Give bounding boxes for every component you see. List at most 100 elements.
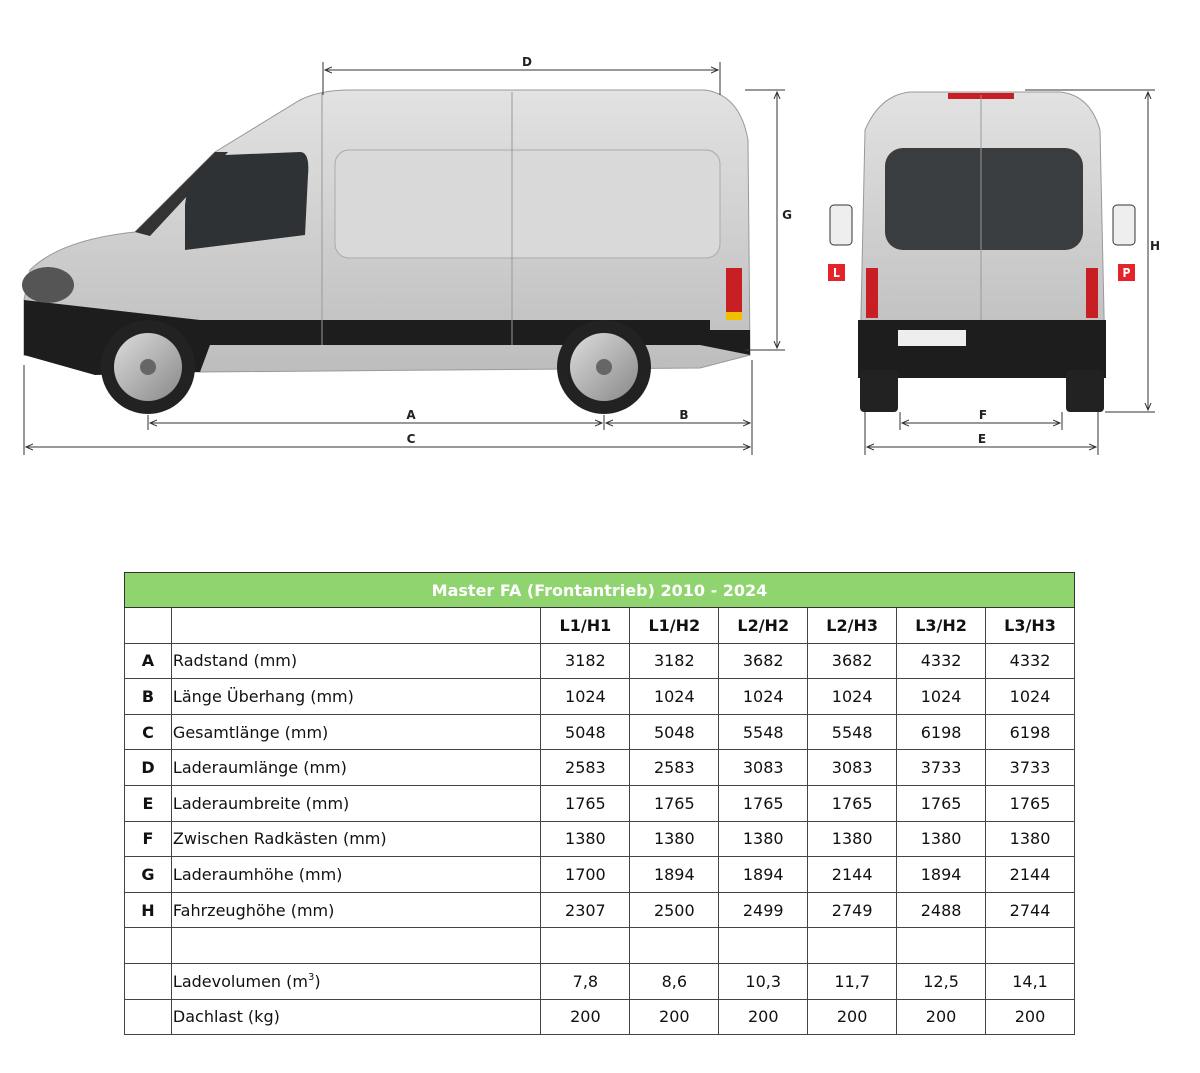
value-cell: 2500 xyxy=(629,891,720,929)
value-cell: 6198 xyxy=(896,713,987,751)
table-row: C Gesamtlänge (mm) 5048 5048 5548 5548 6198 619… xyxy=(124,713,1075,751)
value-cell: 1380 xyxy=(629,820,720,858)
rear-wheel xyxy=(557,320,651,414)
label-b: B xyxy=(679,408,688,422)
row-label-end: ) xyxy=(314,971,321,991)
value-cell: 2749 xyxy=(807,891,898,929)
row-letter: F xyxy=(124,820,172,858)
badge-right: P xyxy=(1118,264,1135,281)
header-blank xyxy=(124,607,172,644)
value-cell: 4332 xyxy=(896,642,987,680)
value-cell: 200 xyxy=(718,998,809,1036)
value-cell: 3733 xyxy=(896,749,987,786)
value-cell: 6198 xyxy=(985,713,1075,751)
value-cell: 5048 xyxy=(629,713,720,751)
empty-cell xyxy=(124,927,172,964)
value-cell: 5048 xyxy=(540,713,631,751)
row-letter: E xyxy=(124,784,172,822)
value-cell: 1765 xyxy=(985,784,1075,822)
front-wheel xyxy=(101,320,195,414)
value-cell: 1894 xyxy=(629,856,720,893)
empty-cell xyxy=(985,927,1075,964)
value-cell: 3682 xyxy=(807,642,898,680)
value-cell: 3083 xyxy=(807,749,898,786)
value-cell: 10,3 xyxy=(718,962,809,1000)
row-label: Dachlast (kg) xyxy=(170,998,542,1036)
empty-cell xyxy=(170,927,542,964)
column-header: L2/H3 xyxy=(807,607,898,644)
column-header: L1/H2 xyxy=(629,607,720,644)
spacer-row xyxy=(124,927,1075,964)
label-c: C xyxy=(407,432,416,446)
table-row: E Laderaumbreite (mm) 1765 1765 1765 1765 1765… xyxy=(124,784,1075,822)
value-cell: 3733 xyxy=(985,749,1075,786)
value-cell: 200 xyxy=(807,998,898,1036)
empty-cell xyxy=(540,927,631,964)
value-cell: 2307 xyxy=(540,891,631,929)
value-cell: 3682 xyxy=(718,642,809,680)
van-side-view xyxy=(22,89,751,414)
column-header: L3/H2 xyxy=(896,607,987,644)
value-cell: 1024 xyxy=(718,678,809,715)
value-cell: 4332 xyxy=(985,642,1075,680)
row-letter xyxy=(124,998,172,1036)
row-letter: D xyxy=(124,749,172,786)
header-blank xyxy=(170,607,542,644)
value-cell: 2144 xyxy=(807,856,898,893)
value-cell: 1380 xyxy=(896,820,987,858)
row-label-text: Dachlast (kg) xyxy=(172,1007,280,1027)
badge-left: L xyxy=(828,264,845,281)
value-cell: 2488 xyxy=(896,891,987,929)
label-a: A xyxy=(406,408,416,422)
value-cell: 1765 xyxy=(896,784,987,822)
value-cell: 7,8 xyxy=(540,962,631,1000)
value-cell: 1894 xyxy=(718,856,809,893)
value-cell: 3083 xyxy=(718,749,809,786)
row-label: Zwischen Radkästen (mm) xyxy=(170,820,542,858)
label-f: F xyxy=(979,408,987,422)
label-e: E xyxy=(978,432,986,446)
label-g: G xyxy=(782,208,792,222)
label-h: H xyxy=(1150,239,1160,253)
table-row: Ladevolumen (m3) 7,8 8,6 10,3 11,7 12,5 14,1 xyxy=(124,962,1075,1000)
row-label: Länge Überhang (mm) xyxy=(170,678,542,715)
value-cell: 1894 xyxy=(896,856,987,893)
row-letter: C xyxy=(124,713,172,751)
value-cell: 2499 xyxy=(718,891,809,929)
table-row: Dachlast (kg) 200 200 200 200 200 200 xyxy=(124,998,1075,1036)
value-cell: 3182 xyxy=(629,642,720,680)
table-row: B Länge Überhang (mm) 1024 1024 1024 1024 1024… xyxy=(124,678,1075,715)
van-rear-view xyxy=(829,91,1136,412)
value-cell: 1765 xyxy=(807,784,898,822)
svg-text:L: L xyxy=(833,266,840,280)
column-header-row: L1/H1 L1/H2 L2/H2 L2/H3 L3/H2 L3/H3 xyxy=(124,607,1075,644)
value-cell: 1765 xyxy=(540,784,631,822)
row-label: Laderaumlänge (mm) xyxy=(170,749,542,786)
column-header: L3/H3 xyxy=(985,607,1075,644)
unit-superscript: 3 xyxy=(307,971,315,983)
value-cell: 200 xyxy=(629,998,720,1036)
value-cell: 1380 xyxy=(807,820,898,858)
value-cell: 1765 xyxy=(629,784,720,822)
value-cell: 1700 xyxy=(540,856,631,893)
row-letter: B xyxy=(124,678,172,715)
value-cell: 2744 xyxy=(985,891,1075,929)
dimensions-table: Master FA (Frontantrieb) 2010 - 2024 L1/… xyxy=(124,572,1075,1036)
value-cell: 200 xyxy=(985,998,1075,1036)
empty-cell xyxy=(718,927,809,964)
row-label: Fahrzeughöhe (mm) xyxy=(170,891,542,929)
table-row: D Laderaumlänge (mm) 2583 2583 3083 3083 3733 3… xyxy=(124,749,1075,786)
row-label-text: Ladevolumen (m xyxy=(172,971,308,991)
value-cell: 200 xyxy=(896,998,987,1036)
empty-cell xyxy=(807,927,898,964)
row-label: Gesamtlänge (mm) xyxy=(170,713,542,751)
value-cell: 5548 xyxy=(807,713,898,751)
row-letter: H xyxy=(124,891,172,929)
table-row: A Radstand (mm) 3182 3182 3682 3682 4332 4332 xyxy=(124,642,1075,680)
table-row: G Laderaumhöhe (mm) 1700 1894 1894 2144 1894 21… xyxy=(124,856,1075,893)
label-d: D xyxy=(522,55,532,69)
value-cell: 12,5 xyxy=(896,962,987,1000)
table-row: F Zwischen Radkästen (mm) 1380 1380 1380 1380… xyxy=(124,820,1075,858)
value-cell: 1380 xyxy=(718,820,809,858)
value-cell: 1380 xyxy=(985,820,1075,858)
